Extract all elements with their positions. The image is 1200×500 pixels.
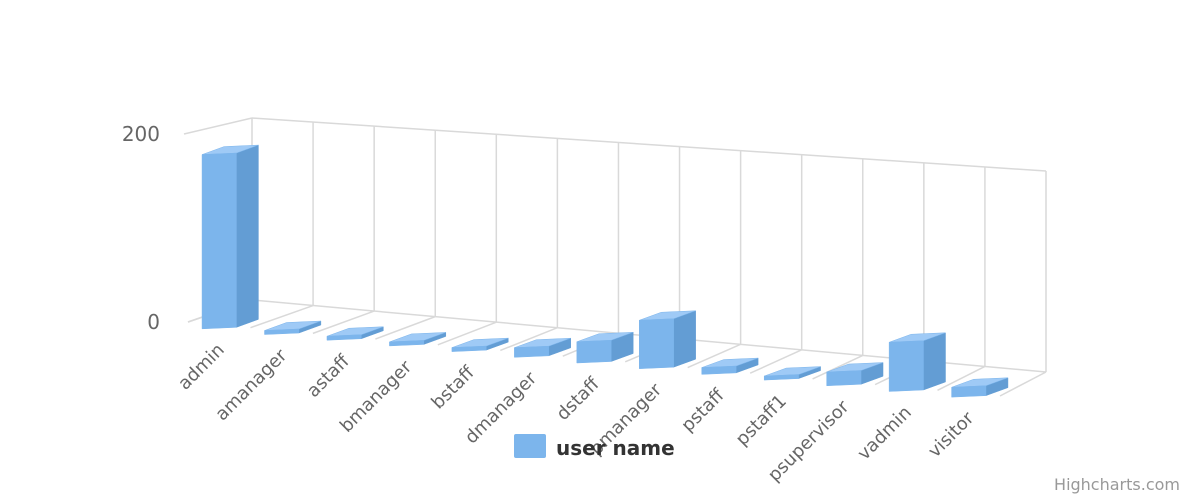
bar-vadmin[interactable] <box>888 332 946 392</box>
bar-astaff[interactable] <box>326 326 384 341</box>
bar-front-face[interactable] <box>826 370 862 387</box>
grid-line-floor <box>749 349 803 374</box>
x-tick-label: astaff <box>303 350 354 401</box>
credits-link[interactable]: Highcharts.com <box>1054 475 1180 494</box>
bar-pstaff1[interactable] <box>763 366 821 381</box>
bar-front-face[interactable] <box>264 328 300 335</box>
bar-front-face[interactable] <box>451 345 487 352</box>
grid-line-floor <box>250 304 314 329</box>
y-tick-label: 200 <box>122 122 160 146</box>
bar-dmanager[interactable] <box>514 337 571 358</box>
grid-line-side-top <box>183 117 253 135</box>
bar-pmanager[interactable] <box>639 310 696 369</box>
bar-dstaff[interactable] <box>576 331 634 364</box>
bar-psupervisor[interactable] <box>826 362 884 387</box>
y-axis-labels: 0 200 <box>122 122 160 334</box>
bar-front-face[interactable] <box>888 340 924 392</box>
grid-line-floor <box>437 321 497 346</box>
bar-pstaff[interactable] <box>701 357 759 375</box>
bar-front-face[interactable] <box>576 340 612 364</box>
legend-swatch[interactable] <box>514 434 546 458</box>
bar-side-face[interactable] <box>923 332 946 391</box>
grid-line-floor <box>937 365 986 391</box>
bar-front-face[interactable] <box>514 345 549 358</box>
bar-amanager[interactable] <box>264 320 322 335</box>
grid-line-floor <box>999 371 1047 397</box>
bar-admin[interactable] <box>201 144 259 330</box>
x-tick-label: pstaff1 <box>732 391 791 450</box>
bar-front-face[interactable] <box>326 334 362 341</box>
bars-layer <box>201 144 1009 398</box>
grid-line-floor <box>375 315 436 340</box>
bar-side-face[interactable] <box>236 144 259 328</box>
bar-bmanager[interactable] <box>389 332 447 347</box>
x-tick-label: pstaff <box>677 385 729 437</box>
legend-label[interactable]: user name <box>556 436 675 460</box>
bar-bstaff[interactable] <box>451 337 509 352</box>
bar-front-face[interactable] <box>763 374 799 381</box>
bar-front-face[interactable] <box>639 318 674 369</box>
grid-line-floor <box>312 310 375 335</box>
y-tick-label: 0 <box>147 310 160 334</box>
bar-front-face[interactable] <box>701 365 737 375</box>
x-tick-label: vadmin <box>854 402 916 464</box>
x-tick-label: admin <box>174 340 229 395</box>
bar-front-face[interactable] <box>951 385 987 398</box>
x-tick-label: bstaff <box>427 362 479 414</box>
x-tick-label: dstaff <box>552 373 604 425</box>
grid-line-back-top <box>251 117 1047 172</box>
grid-line-floor <box>500 326 558 352</box>
grid-line-floor <box>687 343 741 369</box>
grid-line-floor <box>812 354 864 380</box>
bar-front-face[interactable] <box>389 340 425 347</box>
bar-visitor[interactable] <box>951 377 1009 398</box>
bar-front-face[interactable] <box>201 152 237 330</box>
bar-side-face[interactable] <box>673 310 696 368</box>
legend[interactable]: user name <box>514 434 675 460</box>
x-tick-label: visitor <box>924 407 979 462</box>
